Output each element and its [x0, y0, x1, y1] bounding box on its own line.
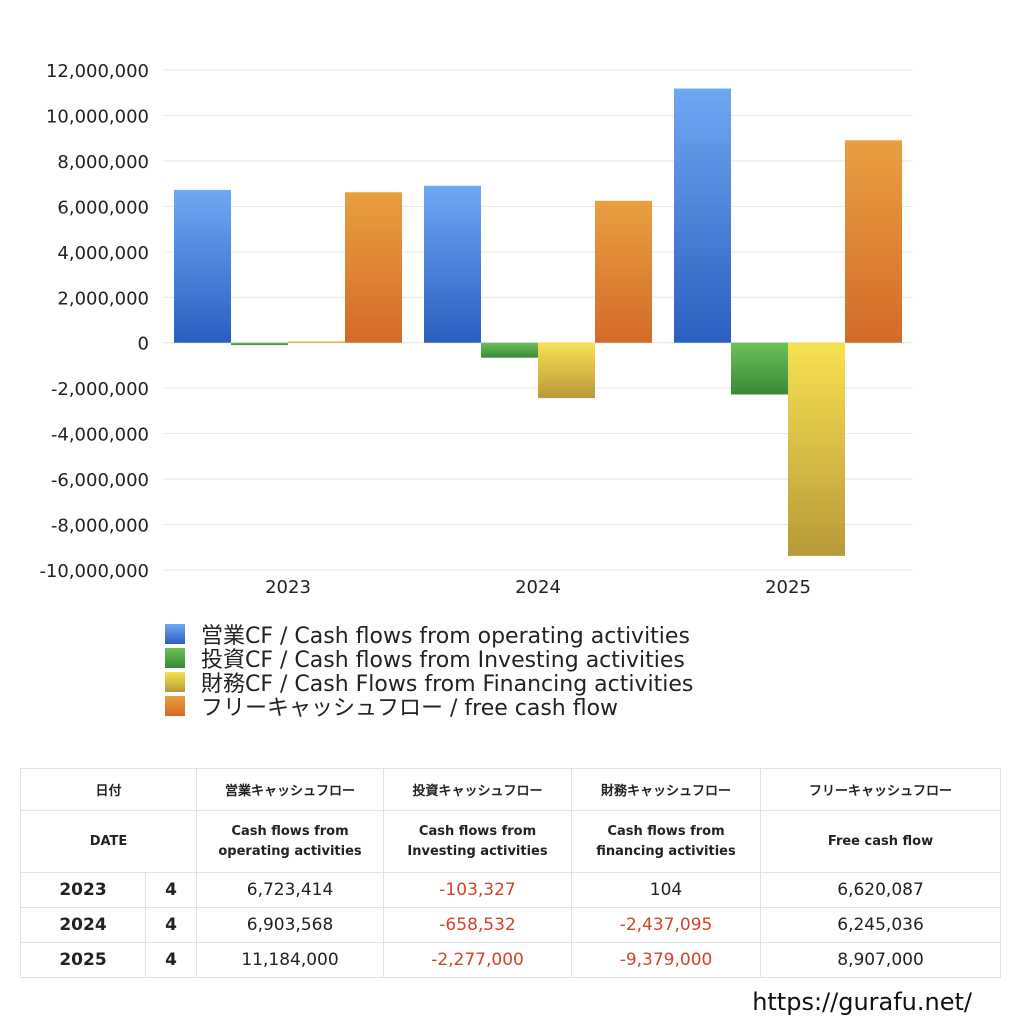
header-investing-en-line1: Cash flows from [418, 823, 537, 839]
table-header-en: DATE Cash flows from operating activities… [19, 810, 1002, 873]
legend-swatch-investing [165, 648, 185, 668]
row-operating: 11,184,000 [196, 942, 385, 978]
y-tick-label: 4,000,000 [57, 243, 149, 264]
header-operating-en-line1: Cash flows from [231, 823, 349, 839]
bar-investing-2023 [231, 342, 288, 346]
cash-flow-table: 日付 営業キャッシュフロー 投資キャッシュフロー 財務キャッシュフロー フリーキ… [19, 768, 1002, 978]
row-financing: 104 [571, 872, 762, 908]
x-tick-label: 2025 [765, 577, 811, 598]
y-tick-label: -8,000,000 [51, 516, 149, 537]
site-url[interactable]: https://gurafu.net/ [752, 988, 972, 1016]
row-free: 8,907,000 [760, 942, 1002, 978]
y-tick-label: 0 [138, 334, 149, 355]
y-tick-label: 2,000,000 [57, 288, 149, 309]
row-year: 2023 [20, 872, 146, 908]
header-financing-en-line2: financing activities [596, 843, 736, 859]
bar-financing-2025 [788, 342, 845, 556]
legend-item-financing[interactable]: 財務CF / Cash Flows from Financing activit… [165, 670, 693, 697]
legend: 営業CF / Cash flows from operating activit… [165, 622, 693, 721]
bar-operating-2023 [174, 189, 231, 343]
legend-item-investing[interactable]: 投資CF / Cash flows from Investing activit… [165, 646, 693, 673]
header-investing-en: Cash flows from Investing activities [383, 810, 573, 873]
row-year: 2025 [20, 942, 146, 978]
row-free: 6,620,087 [760, 872, 1002, 908]
y-tick-label: 6,000,000 [57, 197, 149, 218]
y-tick-label: 10,000,000 [46, 106, 149, 127]
row-investing: -2,277,000 [383, 942, 573, 978]
bar-free-2023 [345, 192, 402, 343]
table-row: 2024 4 6,903,568 -658,532 -2,437,095 6,2… [20, 907, 1002, 943]
legend-swatch-financing [165, 672, 185, 692]
legend-swatch-operating [165, 624, 185, 644]
y-tick-label: 8,000,000 [57, 152, 149, 173]
legend-item-free[interactable]: フリーキャッシュフロー / free cash flow [165, 694, 693, 721]
row-year: 2024 [20, 907, 146, 943]
table-row: 2025 4 11,184,000 -2,277,000 -9,379,000 … [20, 942, 1002, 978]
bar-investing-2024 [481, 342, 538, 358]
legend-label-operating: 営業CF / Cash flows from operating activit… [201, 624, 690, 649]
bar-financing-2023 [288, 341, 345, 343]
row-investing: -103,327 [383, 872, 573, 908]
row-operating: 6,903,568 [196, 907, 385, 943]
row-month: 4 [144, 942, 198, 978]
bar-free-2024 [595, 200, 652, 343]
row-financing: -2,437,095 [571, 907, 762, 943]
legend-item-operating[interactable]: 営業CF / Cash flows from operating activit… [165, 622, 693, 649]
row-investing: -658,532 [383, 907, 573, 943]
header-date-en: DATE [19, 810, 198, 873]
y-tick-label: 12,000,000 [46, 61, 149, 82]
legend-label-free: フリーキャッシュフロー / free cash flow [201, 696, 619, 721]
x-tick-labels: 2023 2024 2025 [265, 577, 811, 598]
x-tick-label: 2023 [265, 577, 311, 598]
header-free-en: Free cash flow [760, 810, 1002, 873]
x-tick-label: 2024 [515, 577, 561, 598]
y-tick-labels: 12,000,000 10,000,000 8,000,000 6,000,000 4,… [39, 61, 149, 582]
bar-operating-2024 [424, 185, 481, 343]
bar-operating-2025 [674, 88, 731, 343]
y-tick-label: -10,000,000 [39, 561, 149, 582]
row-free: 6,245,036 [760, 907, 1002, 943]
row-financing: -9,379,000 [571, 942, 762, 978]
table-row: 2023 4 6,723,414 -103,327 104 6,620,087 [20, 872, 1002, 908]
cash-flow-chart: 12,000,000 10,000,000 8,000,000 6,000,000 4,… [39, 61, 913, 598]
header-financing-en-line1: Cash flows from [607, 823, 725, 839]
header-investing-en-line2: Investing activities [407, 843, 548, 859]
y-tick-label: -4,000,000 [51, 425, 149, 446]
bar-investing-2025 [731, 342, 788, 395]
header-operating-jp: 営業キャッシュフロー [196, 768, 385, 811]
header-operating-en-line2: operating activities [218, 843, 362, 859]
row-month: 4 [144, 872, 198, 908]
legend-label-financing: 財務CF / Cash Flows from Financing activit… [201, 672, 694, 697]
header-financing-en: Cash flows from financing activities [571, 810, 762, 873]
bars [174, 88, 902, 556]
bar-free-2025 [845, 140, 902, 343]
legend-label-investing: 投資CF / Cash flows from Investing activit… [201, 648, 685, 673]
y-tick-label: -6,000,000 [51, 470, 149, 491]
header-financing-jp: 財務キャッシュフロー [571, 768, 762, 811]
header-operating-en: Cash flows from operating activities [196, 810, 385, 873]
table-header-jp: 日付 営業キャッシュフロー 投資キャッシュフロー 財務キャッシュフロー フリーキ… [19, 768, 1002, 811]
bar-financing-2024 [538, 342, 595, 399]
header-investing-jp: 投資キャッシュフロー [383, 768, 573, 811]
row-operating: 6,723,414 [196, 872, 385, 908]
y-tick-label: -2,000,000 [51, 379, 149, 400]
row-month: 4 [144, 907, 198, 943]
header-date-jp: 日付 [19, 768, 198, 811]
legend-swatch-free [165, 696, 185, 716]
header-free-jp: フリーキャッシュフロー [760, 768, 1002, 811]
